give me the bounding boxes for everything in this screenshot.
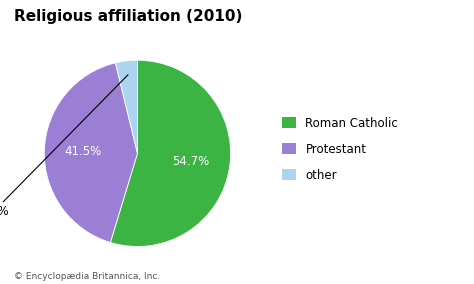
Text: © Encyclopædia Britannica, Inc.: © Encyclopædia Britannica, Inc.	[14, 272, 161, 281]
Wedge shape	[110, 60, 231, 247]
Text: 3.8%: 3.8%	[0, 75, 128, 218]
Legend: Roman Catholic, Protestant, other: Roman Catholic, Protestant, other	[282, 117, 398, 181]
Text: 41.5%: 41.5%	[65, 145, 102, 158]
Text: Religious affiliation (2010): Religious affiliation (2010)	[14, 9, 243, 24]
Text: 54.7%: 54.7%	[172, 155, 210, 168]
Wedge shape	[44, 63, 137, 243]
Wedge shape	[116, 60, 137, 153]
